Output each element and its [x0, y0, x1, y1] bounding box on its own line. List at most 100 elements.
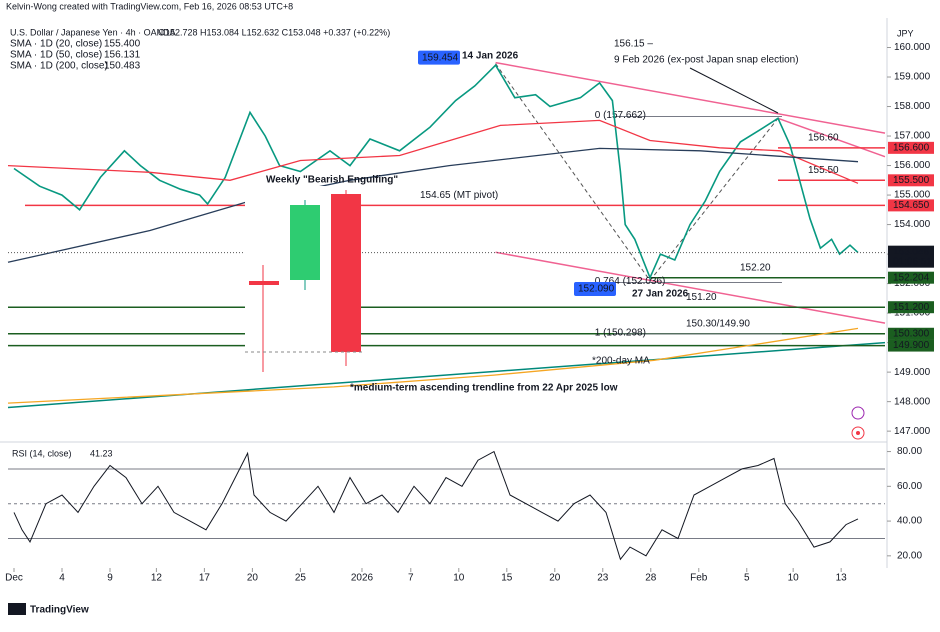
trendline [495, 61, 886, 134]
price-tag-label: 155.500 [893, 175, 930, 186]
price-line [13, 63, 859, 280]
y-tick-label: 60.00 [897, 481, 922, 492]
candle [290, 205, 320, 280]
legend-value: 150.483 [104, 61, 141, 72]
level-label: 155.50 [808, 165, 839, 176]
y-tick-label: 20.00 [897, 550, 922, 561]
y-tick-label: 149.000 [894, 367, 931, 378]
bearish-engulfing-inset: Weekly "Bearish Engulfing" [245, 175, 398, 376]
logo-mark [8, 603, 26, 615]
extreme-tag-label: 159.454 [422, 52, 459, 63]
price-tag-label: 150.300 [893, 328, 930, 339]
y-tick-label: 158.000 [894, 101, 931, 112]
y-tick-label: 147.000 [894, 426, 931, 437]
legend-label: SMA · 1D (200, close) [10, 61, 108, 72]
x-tick-label: 17 [199, 573, 211, 584]
price-tag [888, 174, 934, 187]
level-label: 150.30/149.90 [686, 318, 750, 329]
extreme-tag-label: 152.090 [578, 284, 615, 295]
rsi-title: RSI (14, close) [12, 448, 72, 458]
y-tick-label: 155.000 [894, 190, 931, 201]
y-tick-label: 159.000 [894, 72, 931, 83]
level-label: 151.20 [686, 292, 717, 303]
y-tick-label: 157.000 [894, 131, 931, 142]
price-tag [888, 301, 934, 314]
annotation: *200-day MA [592, 356, 650, 367]
level-label: 154.65 (MT pivot) [420, 190, 498, 201]
x-tick-label: 9 [107, 573, 113, 584]
legend-value: 156.131 [104, 50, 141, 61]
countdown: 01:06:51 [893, 256, 932, 267]
sma-line [7, 327, 859, 404]
x-tick-label: 4 [59, 573, 65, 584]
sma-line [7, 147, 859, 263]
y-tick-label: 160.000 [894, 42, 931, 53]
x-tick-label: 12 [151, 573, 163, 584]
x-tick-label: Dec [5, 573, 23, 584]
price-tag-label: 149.900 [893, 340, 930, 351]
price-tag-label: 153.048 [893, 246, 930, 257]
y-tick-label: 154.000 [894, 219, 931, 230]
price-tag-label: 152.204 [893, 272, 930, 283]
annotation: 27 Jan 2026 [632, 289, 689, 300]
extreme-tag [418, 50, 460, 65]
level-label: 152.20 [740, 262, 771, 273]
legend-label: SMA · 1D (20, close) [10, 39, 102, 50]
icon[interactable] [851, 406, 865, 420]
ohlc: O152.728 H153.084 L152.632 C153.048 +0.3… [158, 27, 390, 37]
sma-line [7, 119, 859, 184]
price-tag [888, 271, 934, 284]
x-tick-label: 28 [645, 573, 657, 584]
x-tick-label: 10 [788, 573, 800, 584]
icon [856, 431, 860, 435]
price-tag [888, 339, 934, 352]
annotation: *medium-term ascending trendline from 22… [350, 383, 618, 394]
price-tag [888, 327, 934, 340]
x-tick-label: 10 [453, 573, 465, 584]
x-tick-label: 20 [247, 573, 259, 584]
legend-value: 155.400 [104, 39, 141, 50]
currency: JPY [897, 28, 914, 38]
legend-label: SMA · 1D (50, close) [10, 50, 102, 61]
annotation: 9 Feb 2026 (ex-post Japan snap election) [614, 55, 799, 66]
y-tick-label: 156.000 [894, 160, 931, 171]
trendline [495, 63, 651, 281]
x-tick-label: 2026 [351, 573, 374, 584]
y-tick-label: 151.000 [894, 308, 931, 319]
candle [331, 194, 361, 352]
trendline [495, 251, 886, 324]
x-tick-label: 13 [836, 573, 848, 584]
candle [249, 281, 279, 285]
y-tick-label: 80.00 [897, 446, 922, 457]
rsi-line [13, 450, 859, 561]
x-tick-label: 7 [408, 573, 414, 584]
arrow [689, 67, 779, 114]
rsi-last: 41.23 [90, 448, 113, 458]
x-tick-label: 20 [549, 573, 561, 584]
fib-label: 1 (150.298) [595, 327, 646, 338]
x-tick-label: 23 [597, 573, 609, 584]
logo: TradingView [30, 605, 89, 616]
annotation: 156.15 – [614, 39, 653, 50]
extreme-tag [574, 281, 616, 296]
y-tick-label: 40.00 [897, 516, 922, 527]
price-tag-label: 154.650 [893, 200, 930, 211]
annotation: Weekly "Bearish Engulfing" [266, 175, 398, 186]
price-tag [888, 199, 934, 212]
trendline [777, 117, 886, 158]
price-tag [888, 141, 934, 154]
y-tick-label: 152.000 [894, 278, 931, 289]
level-label: 156.60 [808, 132, 839, 143]
x-tick-label: 15 [501, 573, 513, 584]
plot: 147.000148.000149.000150.000151.000152.0… [5, 42, 934, 584]
annotation: 14 Jan 2026 [462, 51, 519, 62]
x-tick-label: 5 [744, 573, 750, 584]
fib-label: 0 (157.662) [595, 110, 646, 121]
header: Kelvin-Wong created with TradingView.com… [6, 1, 293, 11]
symbol-title: U.S. Dollar / Japanese Yen · 4h · OANDA [10, 27, 176, 37]
price-tag [888, 245, 934, 268]
icon[interactable] [851, 426, 865, 440]
y-tick-label: 148.000 [894, 396, 931, 407]
fib-label: 0.764 (152.036) [595, 276, 666, 287]
